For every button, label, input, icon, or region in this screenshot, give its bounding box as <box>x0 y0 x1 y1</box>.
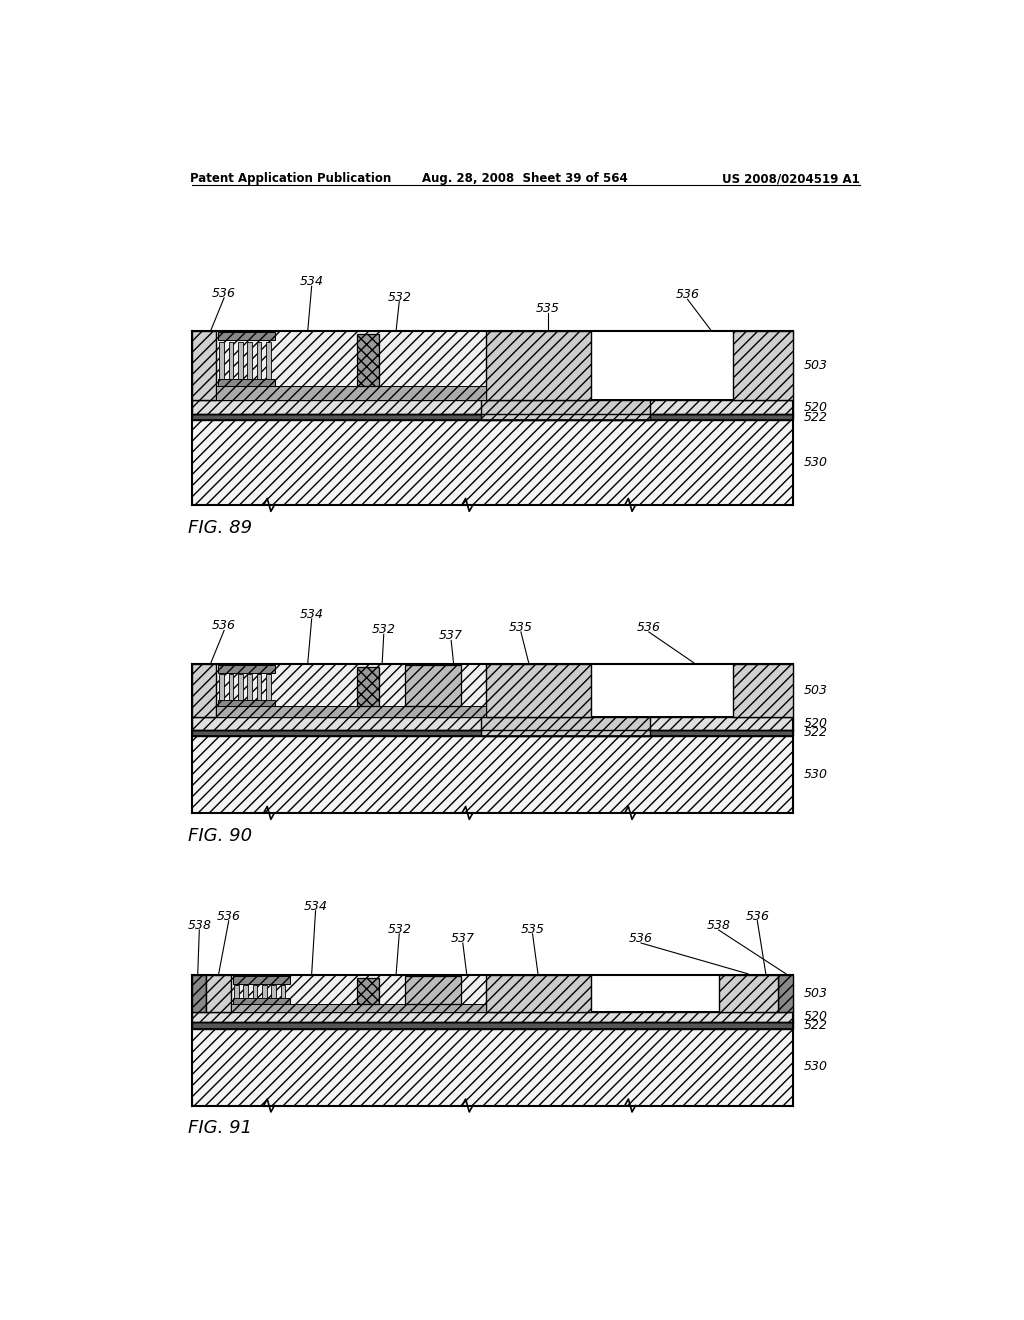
Bar <box>216 706 486 718</box>
Text: 536: 536 <box>637 620 660 634</box>
Bar <box>404 665 461 706</box>
Text: FIG. 90: FIG. 90 <box>188 826 253 845</box>
Text: 503: 503 <box>804 986 827 999</box>
Bar <box>232 998 290 1003</box>
Bar <box>253 985 257 998</box>
Bar <box>191 974 793 1011</box>
Bar <box>231 1005 486 1011</box>
Bar <box>206 974 231 1011</box>
Bar <box>216 385 486 400</box>
Bar <box>271 985 276 998</box>
Text: 538: 538 <box>707 919 730 932</box>
Text: US 2008/0204519 A1: US 2008/0204519 A1 <box>722 173 859 185</box>
Bar <box>234 985 239 998</box>
Bar <box>404 977 461 1003</box>
Bar <box>219 342 224 379</box>
Text: 536: 536 <box>745 909 769 923</box>
Text: 535: 535 <box>509 620 532 634</box>
Bar <box>191 737 793 813</box>
Bar <box>191 730 793 737</box>
Text: 538: 538 <box>187 919 211 932</box>
Bar <box>257 342 261 379</box>
Text: 520: 520 <box>804 400 827 413</box>
Bar <box>266 675 270 700</box>
Text: 530: 530 <box>804 1060 827 1073</box>
Text: 536: 536 <box>212 619 237 632</box>
Text: 537: 537 <box>439 630 463 643</box>
Bar <box>191 718 793 730</box>
Bar <box>356 667 379 706</box>
Text: 537: 537 <box>451 932 475 945</box>
Text: 534: 534 <box>300 275 324 288</box>
Bar <box>191 1022 793 1028</box>
Text: 520: 520 <box>804 1010 827 1023</box>
Text: FIG. 89: FIG. 89 <box>188 519 253 537</box>
Bar <box>191 331 793 400</box>
Bar <box>191 974 206 1011</box>
Bar <box>480 718 650 737</box>
Bar <box>191 331 216 400</box>
Bar <box>216 664 486 718</box>
Text: 522: 522 <box>804 411 827 424</box>
Bar <box>218 700 275 706</box>
Bar <box>266 342 270 379</box>
Text: 534: 534 <box>303 899 328 912</box>
Bar <box>191 664 793 718</box>
Bar <box>719 974 778 1011</box>
Bar <box>733 331 793 400</box>
Bar <box>486 331 591 400</box>
Text: 532: 532 <box>387 923 412 936</box>
Bar <box>486 664 591 718</box>
Text: 534: 534 <box>300 607 324 620</box>
Text: 536: 536 <box>217 909 241 923</box>
Text: 503: 503 <box>804 359 827 372</box>
Bar <box>191 1011 793 1022</box>
Bar <box>228 342 233 379</box>
Text: 536: 536 <box>676 288 699 301</box>
Bar <box>232 977 290 983</box>
Bar <box>218 665 275 673</box>
Bar <box>733 664 793 718</box>
Bar <box>238 675 243 700</box>
Text: 536: 536 <box>212 286 237 300</box>
Bar <box>219 675 224 700</box>
Text: 536: 536 <box>629 932 653 945</box>
Text: Patent Application Publication: Patent Application Publication <box>190 173 391 185</box>
Bar <box>778 974 793 1011</box>
Text: Aug. 28, 2008  Sheet 39 of 564: Aug. 28, 2008 Sheet 39 of 564 <box>422 173 628 185</box>
Bar <box>191 420 793 506</box>
Bar <box>191 400 793 414</box>
Bar <box>216 331 486 400</box>
Bar <box>356 334 379 385</box>
Bar <box>480 400 650 420</box>
Text: 532: 532 <box>372 623 395 636</box>
Text: FIG. 91: FIG. 91 <box>188 1119 253 1138</box>
Bar <box>238 342 243 379</box>
Bar <box>356 978 379 1003</box>
Bar <box>257 675 261 700</box>
Bar <box>244 985 248 998</box>
Text: 530: 530 <box>804 768 827 781</box>
Bar <box>248 675 252 700</box>
Bar <box>191 414 793 420</box>
Text: 532: 532 <box>387 290 412 304</box>
Bar <box>218 333 275 341</box>
Bar <box>231 974 486 1011</box>
Text: 535: 535 <box>536 302 560 315</box>
Bar <box>248 342 252 379</box>
Text: 535: 535 <box>520 923 545 936</box>
Bar <box>191 1028 793 1106</box>
Bar <box>486 974 591 1011</box>
Text: 522: 522 <box>804 726 827 739</box>
Text: 520: 520 <box>804 717 827 730</box>
Bar <box>262 985 266 998</box>
Text: 522: 522 <box>804 1019 827 1032</box>
Text: 530: 530 <box>804 455 827 469</box>
Bar <box>281 985 286 998</box>
Bar <box>218 379 275 385</box>
Bar <box>228 675 233 700</box>
Text: 503: 503 <box>804 684 827 697</box>
Bar <box>191 664 216 718</box>
